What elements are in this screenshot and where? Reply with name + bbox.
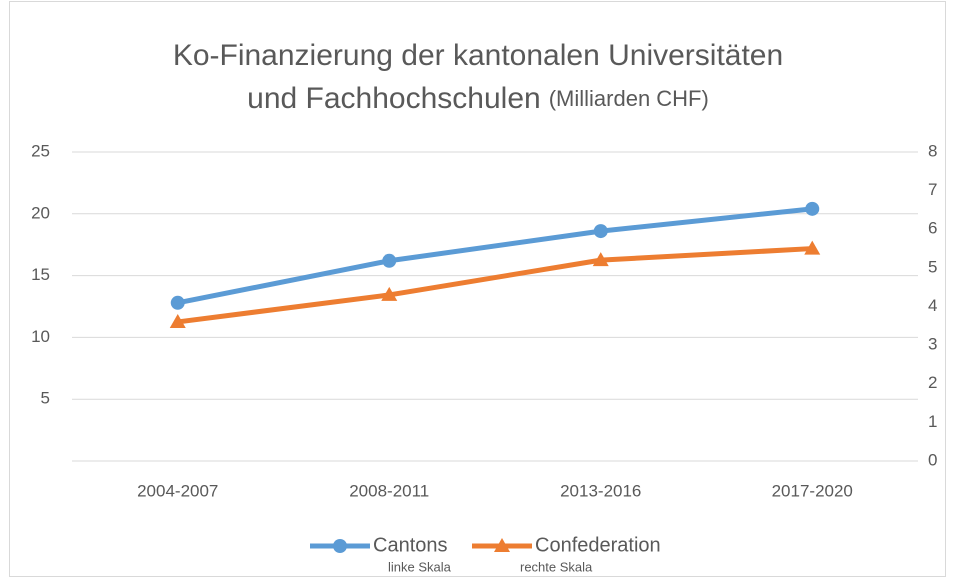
point — [381, 286, 398, 301]
chart-title: Ko-Finanzierung der kantonalen Universit… — [173, 39, 783, 72]
legend-label: Confederation — [535, 534, 661, 556]
y-tick-label: 5 — [41, 389, 50, 408]
point — [804, 240, 821, 255]
y2-tick-label: 1 — [928, 412, 937, 431]
legend-note: linke Skala — [388, 559, 452, 574]
y2-tick-label: 2 — [928, 373, 937, 392]
chart-title-part: und Fachhochschulen — [247, 82, 541, 115]
line — [177, 206, 813, 306]
y2-tick-label: 7 — [928, 180, 937, 199]
y2-tick-label: 4 — [928, 296, 937, 315]
point — [382, 253, 397, 268]
y-tick-label: 10 — [31, 327, 50, 346]
y-tick-label: 15 — [31, 265, 50, 284]
chart-subtitle: (Milliarden CHF) — [549, 86, 709, 111]
y2-tick-label: 8 — [928, 141, 937, 160]
y2-tick-label: 0 — [928, 450, 937, 469]
point — [169, 313, 186, 328]
point — [593, 224, 608, 239]
legend-marker — [494, 538, 510, 552]
legend-marker — [333, 539, 347, 553]
point — [805, 201, 820, 216]
y-tick-label: 20 — [31, 203, 50, 222]
chart-title-line2: und Fachhochschulen (Milliarden CHF) — [247, 82, 709, 115]
y2-tick-label: 6 — [928, 219, 937, 238]
y-tick-label: 25 — [31, 141, 50, 160]
x-tick-label: 2013-2016 — [560, 481, 641, 500]
y2-tick-label: 3 — [928, 335, 937, 354]
legend-label: Cantons — [373, 534, 448, 556]
line — [177, 246, 813, 325]
chart-border — [9, 1, 946, 577]
x-tick-label: 2004-2007 — [137, 481, 218, 500]
point — [592, 252, 609, 267]
x-tick-label: 2017-2020 — [772, 481, 853, 500]
point — [170, 295, 185, 310]
y2-tick-label: 5 — [928, 257, 937, 276]
x-tick-label: 2008-2011 — [349, 481, 429, 500]
legend-note: rechte Skala — [520, 559, 593, 574]
